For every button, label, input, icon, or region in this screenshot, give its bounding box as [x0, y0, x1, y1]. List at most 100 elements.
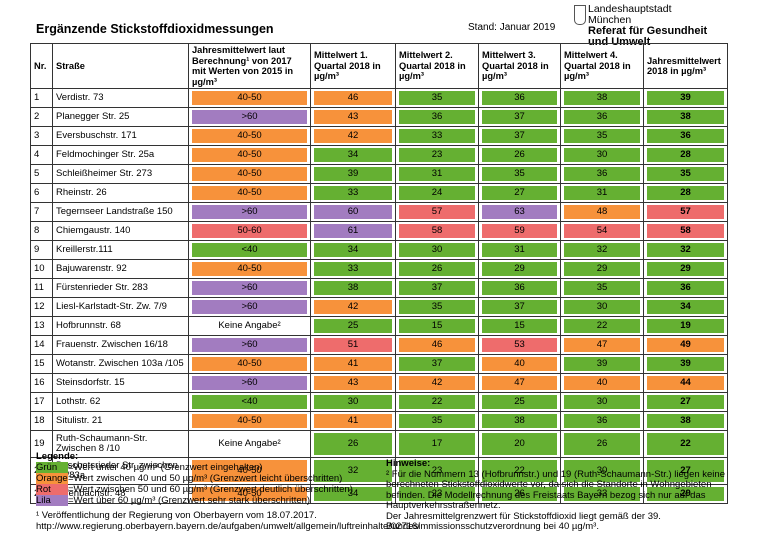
street: Hofbrunnstr. 68 — [52, 316, 189, 336]
value-cell: 49 — [643, 335, 728, 355]
street: Bajuwarenstr. 92 — [52, 259, 189, 279]
value: 15 — [399, 319, 475, 333]
street: Situlistr. 21 — [52, 411, 189, 431]
row-number: 6 — [30, 183, 53, 203]
value-cell: 36 — [560, 411, 644, 431]
street: Tegernseer Landstraße 150 — [52, 202, 189, 222]
value-cell: 58 — [643, 221, 728, 241]
value: 22 — [482, 460, 557, 482]
value-cell: 61 — [310, 221, 396, 241]
value-cell: 46 — [395, 335, 479, 355]
value: 58 — [399, 224, 475, 238]
value: 59 — [482, 224, 557, 238]
value-cell: 47 — [478, 373, 561, 393]
legend-text: =Wert zwischen 40 und 50 µg/m³ (Grenzwer… — [68, 473, 343, 484]
legend-text: =Wert über 60 µg/m³ (Grenzwert sehr star… — [68, 495, 311, 506]
value-cell: 35 — [643, 164, 728, 184]
value: 33 — [314, 262, 392, 276]
value-cell: 26 — [395, 259, 479, 279]
value: 30 — [564, 148, 640, 162]
legend-text: =Wert zwischen 50 und 60 µg/m³ (Grenzwer… — [68, 484, 353, 495]
value-cell: 41 — [310, 411, 396, 431]
hint-text: ² Für die Nummern 13 (Hofbrunnstr.) und … — [386, 468, 725, 511]
value: 24 — [399, 186, 475, 200]
value-cell: 36 — [560, 164, 644, 184]
legend-label: Lila — [36, 495, 68, 506]
row-number: 9 — [30, 240, 53, 260]
value-cell: 35 — [560, 126, 644, 146]
value-cell: 15 — [395, 316, 479, 336]
value-cell: 37 — [395, 354, 479, 374]
value: 37 — [399, 281, 475, 295]
value: 23 — [399, 148, 475, 162]
value-cell: 59 — [478, 221, 561, 241]
value: 29 — [564, 262, 640, 276]
value: 23 — [399, 487, 475, 501]
value: 63 — [482, 205, 557, 219]
value-cell: 30 — [560, 297, 644, 317]
value-cell: 25 — [478, 392, 561, 412]
table-row: 10 Bajuwarenstr. 92 40-50 33 26 29 29 29 — [30, 259, 728, 279]
street: Chiemgaustr. 140 — [52, 221, 189, 241]
value-cell: 30 — [560, 392, 644, 412]
value: 23 — [399, 460, 475, 482]
table-row: 7 Tegernseer Landstraße 150 >60 60 57 63 48 57 — [30, 202, 728, 222]
row-number: 16 — [30, 373, 53, 393]
value-cell: 38 — [643, 411, 728, 431]
value: 36 — [647, 281, 724, 295]
value-cell: 24 — [395, 183, 479, 203]
value-cell: 37 — [478, 297, 561, 317]
value: 31 — [399, 167, 475, 181]
table-row: 2 Planegger Str. 25 >60 43 36 37 36 38 — [30, 107, 728, 127]
value-cell: 15 — [478, 316, 561, 336]
table-row: 15 Wotanstr. Zwischen 103a /105 40-50 41 37 4… — [30, 354, 728, 374]
value: 42 — [399, 376, 475, 390]
value-cell: 19 — [643, 316, 728, 336]
value-cell: >60 — [188, 335, 311, 355]
column-header: Jahresmittelwert 2018 in µg/m³ — [643, 43, 728, 89]
row-number: 18 — [30, 411, 53, 431]
value: 28 — [647, 186, 724, 200]
footnote: ¹ Veröffentlichung der Regierung von Obe… — [36, 510, 420, 532]
value: 40-50 — [192, 129, 307, 143]
value: 19 — [647, 319, 724, 333]
value: 35 — [647, 167, 724, 181]
value-cell: 23 — [395, 457, 479, 485]
table-row: 19 Ruth-Schaumann-Str. Zwischen 8 /10 Kein… — [30, 430, 728, 458]
data-table: Nr. Straße Jahresmittelwert laut Berechnun… — [30, 43, 728, 504]
value-cell: 54 — [560, 221, 644, 241]
value: 35 — [399, 91, 475, 105]
value-cell: 30 — [560, 145, 644, 165]
value: 39 — [647, 357, 724, 371]
value-cell: 42 — [395, 373, 479, 393]
value: 22 — [399, 395, 475, 409]
value: 32 — [647, 243, 724, 257]
value: 39 — [647, 91, 724, 105]
value-cell: >60 — [188, 278, 311, 298]
value: 31 — [482, 243, 557, 257]
value-cell: 38 — [478, 411, 561, 431]
table-row: 1 Verdistr. 73 40-50 46 35 36 38 39 — [30, 88, 728, 108]
value-cell: >60 — [188, 373, 311, 393]
value-cell: 34 — [310, 240, 396, 260]
value-cell: 26 — [478, 145, 561, 165]
value-cell: 27 — [643, 457, 728, 485]
value-cell: 40-50 — [188, 164, 311, 184]
value-cell: 29 — [643, 259, 728, 279]
value-cell: 20 — [478, 430, 561, 458]
hints-title: Hinweise: — [386, 458, 431, 469]
value: 40-50 — [192, 186, 307, 200]
value-cell: 32 — [643, 240, 728, 260]
street: Feldmochinger Str. 25a — [52, 145, 189, 165]
value-cell: 37 — [395, 278, 479, 298]
logo: Landeshauptstadt München Referat für Ges… — [588, 4, 707, 48]
value-cell: 22 — [643, 430, 728, 458]
value-cell: 40 — [478, 354, 561, 374]
value: Keine Angabe² — [218, 438, 281, 449]
value-cell: 58 — [395, 221, 479, 241]
value-cell: 35 — [395, 411, 479, 431]
value: 34 — [647, 300, 724, 314]
value-cell: 40-50 — [188, 88, 311, 108]
logo-line: Landeshauptstadt — [588, 3, 672, 15]
